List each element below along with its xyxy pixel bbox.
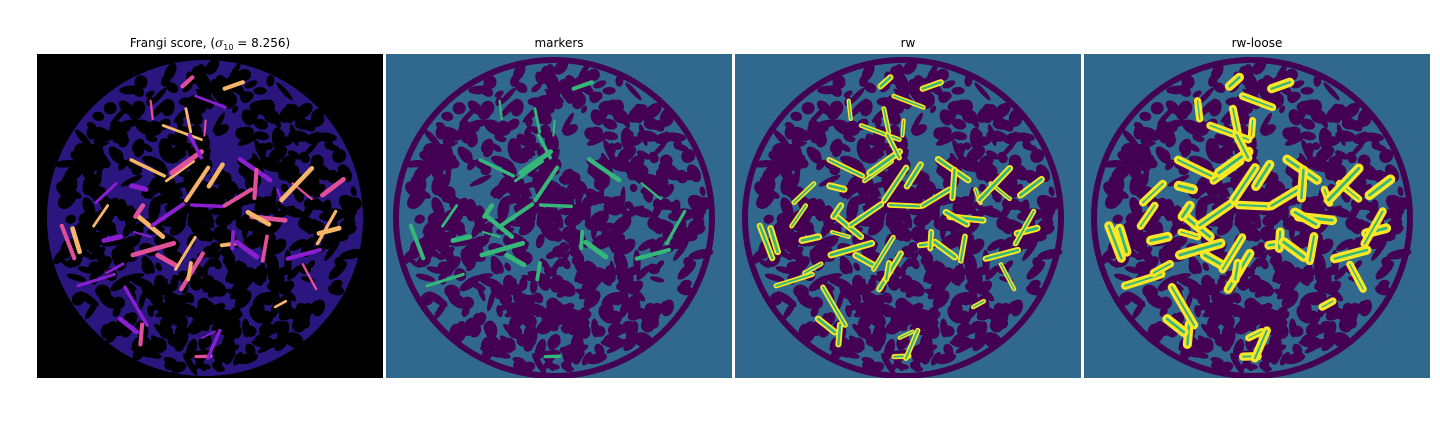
vessel-layer bbox=[408, 80, 687, 359]
rw-canvas bbox=[735, 54, 1081, 378]
rw-loose-canvas bbox=[1084, 54, 1430, 378]
vessel-layer bbox=[756, 74, 1045, 361]
vessel-layer bbox=[59, 75, 346, 360]
rw-loose-image bbox=[1084, 54, 1430, 378]
vessel-layer bbox=[1104, 72, 1396, 363]
markers-title: markers bbox=[534, 36, 584, 50]
rw-title: rw bbox=[900, 36, 916, 50]
rw-image bbox=[735, 54, 1081, 378]
frangi-score-title: Frangi score, (σ10 = 8.256) bbox=[129, 36, 291, 52]
rw-loose-title: rw-loose bbox=[1231, 36, 1283, 50]
blob-layer bbox=[402, 59, 714, 376]
frangi-score-canvas bbox=[37, 54, 383, 378]
frangi-score-image bbox=[37, 54, 383, 378]
blob-layer bbox=[53, 59, 365, 376]
markers-image bbox=[386, 54, 732, 378]
markers-canvas bbox=[386, 54, 732, 378]
